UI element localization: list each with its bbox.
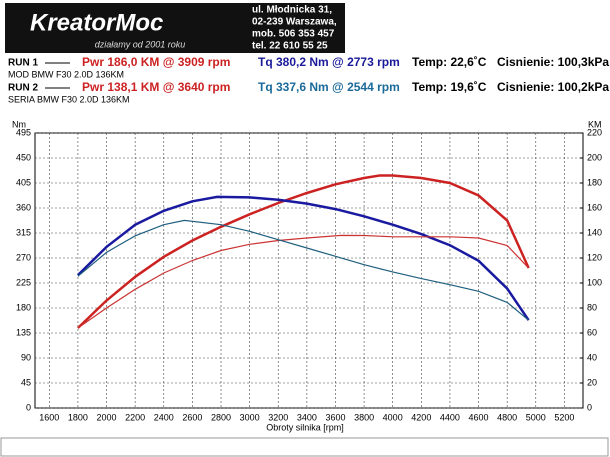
- y-tick-label: 315: [16, 227, 31, 237]
- x-tick-label: 4200: [411, 412, 431, 422]
- run-pwr: Pwr 138,1 KM @ 3640 rpm: [82, 80, 230, 94]
- logo: KreatorMoc: [30, 9, 163, 36]
- x-tick-label: 2600: [182, 412, 202, 422]
- x-tick-label: 3600: [325, 412, 345, 422]
- address: tel. 22 610 55 25: [252, 41, 328, 52]
- y2-tick-label: 0: [587, 402, 592, 412]
- run-tq: Tq 380,2 Nm @ 2773 rpm: [258, 55, 400, 69]
- x-tick-label: 2000: [97, 412, 117, 422]
- y-tick-label: 270: [16, 252, 31, 262]
- y-tick-label: 45: [21, 377, 31, 387]
- run-temp: Temp: 22,6˚C: [412, 55, 487, 69]
- run-temp: Temp: 19,6˚C: [412, 80, 487, 94]
- x-tick-label: 3400: [297, 412, 317, 422]
- x-tick-label: 2200: [125, 412, 145, 422]
- y2-tick-label: 140: [587, 227, 602, 237]
- x-tick-label: 5200: [554, 412, 574, 422]
- x-tick-label: 4400: [440, 412, 460, 422]
- x-tick-label: 3000: [240, 412, 260, 422]
- address: mob. 506 353 457: [252, 29, 335, 40]
- series-line: [77, 219, 529, 321]
- y-tick-label: 495: [16, 127, 31, 137]
- run-name: RUN 2: [8, 83, 38, 94]
- x-tick-label: 1600: [39, 412, 59, 422]
- run-tq: Tq 337,6 Nm @ 2544 rpm: [258, 80, 400, 94]
- run-pwr: Pwr 186,0 KM @ 3909 rpm: [82, 55, 230, 69]
- y2-tick-label: 40: [587, 352, 597, 362]
- x-tick-label: 4800: [497, 412, 517, 422]
- y2-tick-label: 60: [587, 327, 597, 337]
- y2-tick-label: 100: [587, 277, 602, 287]
- footer-box: [0, 437, 609, 457]
- run-press: Cisnienie: 100,3kPa: [497, 55, 609, 69]
- x-tick-label: 4000: [383, 412, 403, 422]
- series-line: [77, 234, 530, 329]
- slogan: działamy od 2001 roku: [95, 39, 186, 49]
- y2-tick-label: 20: [587, 377, 597, 387]
- run-name: RUN 1: [8, 58, 38, 69]
- y-tick-label: 90: [21, 352, 31, 362]
- series-line: [77, 174, 530, 329]
- x-tick-label: 2800: [211, 412, 231, 422]
- x-tick-label: 2400: [154, 412, 174, 422]
- x-tick-label: 3200: [268, 412, 288, 422]
- y-tick-label: 135: [16, 327, 31, 337]
- y-tick-label: 180: [16, 302, 31, 312]
- x-tick-label: 5000: [526, 412, 546, 422]
- y2-tick-label: 180: [587, 177, 602, 187]
- run-press: Cisnienie: 100,2kPa: [497, 80, 609, 94]
- address: ul. Młodnicka 31,: [252, 5, 332, 16]
- y-tick-label: 450: [16, 152, 31, 162]
- series-line: [77, 195, 530, 321]
- y-tick-label: 405: [16, 177, 31, 187]
- x-tick-label: 3800: [354, 412, 374, 422]
- run-desc: SERIA BMW F30 2.0D 136KM: [8, 94, 130, 104]
- run-desc: MOD BMW F30 2.0D 136KM: [8, 69, 124, 79]
- y2-tick-label: 200: [587, 152, 602, 162]
- x-axis-label: Obroty silnika [rpm]: [266, 422, 344, 432]
- logo-box: [5, 3, 345, 53]
- y-tick-label: 0: [26, 402, 31, 412]
- y2-tick-label: 80: [587, 302, 597, 312]
- x-tick-label: 4600: [469, 412, 489, 422]
- y-tick-label: 225: [16, 277, 31, 287]
- x-tick-label: 1800: [68, 412, 88, 422]
- y2-tick-label: 160: [587, 202, 602, 212]
- y2-axis-label: KM: [588, 119, 602, 129]
- y2-tick-label: 120: [587, 252, 602, 262]
- y2-tick-label: 220: [587, 127, 602, 137]
- y-axis-label: Nm: [12, 119, 26, 129]
- y-tick-label: 360: [16, 202, 31, 212]
- address: 02-239 Warszawa,: [252, 17, 337, 28]
